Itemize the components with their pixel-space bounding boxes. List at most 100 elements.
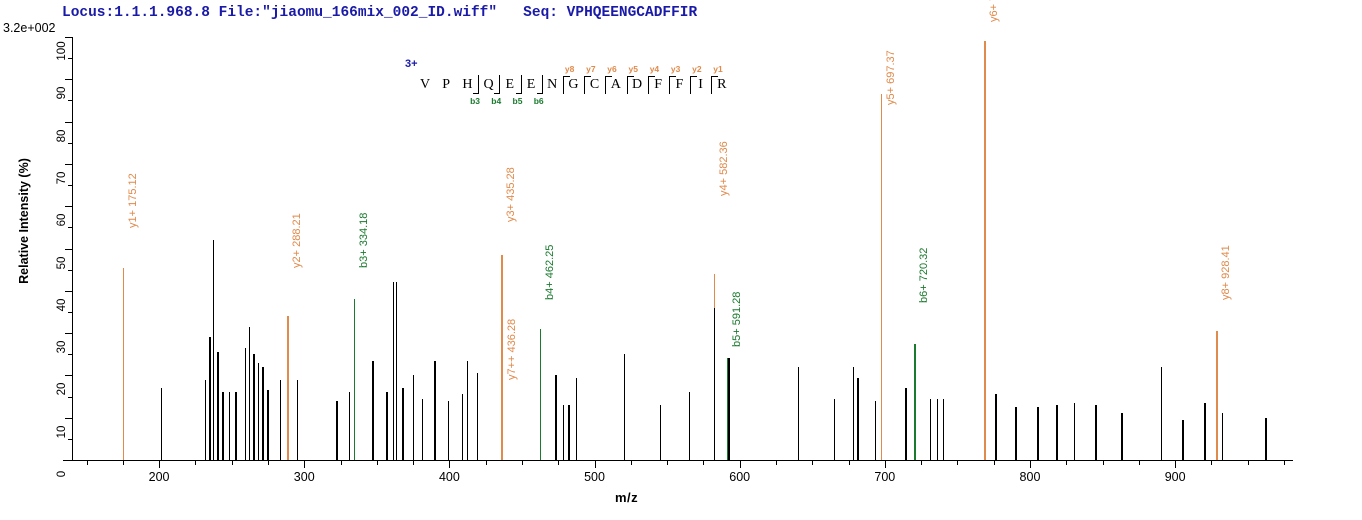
sequence-residue: P [442, 77, 451, 92]
spectrum-peak [905, 388, 907, 460]
x-axis-tick-label: 400 [438, 470, 460, 484]
spectrum-peak [575, 377, 578, 460]
spectrum-peak [160, 388, 162, 460]
y-axis-tick [65, 79, 72, 81]
x-axis-minor-tick [413, 461, 415, 465]
x-axis-tick [159, 461, 161, 468]
spectrum-peak [1095, 405, 1097, 460]
y-ion-tag: y8 [564, 64, 575, 74]
y-ion-bracket [690, 76, 692, 94]
x-axis-minor-tick [267, 461, 269, 465]
sequence-residue: D [631, 77, 643, 92]
spectrum-peak [476, 373, 479, 460]
x-axis-minor-tick [775, 461, 777, 465]
spectrum-peak [688, 392, 691, 460]
y-axis-tick [65, 333, 72, 335]
y-ion-bracket-arm [627, 76, 634, 77]
x-axis-minor-tick [122, 461, 124, 465]
y-ion-peak [502, 254, 504, 460]
y-ion-bracket [647, 76, 649, 94]
b-ion-bracket [499, 75, 501, 93]
y-ion-tag: y2 [692, 64, 702, 74]
b-ion-peak-label: b5+ 591.28 [731, 291, 744, 347]
y-axis-tick [65, 290, 72, 292]
spectrum-peak [212, 240, 215, 460]
spectrum-peak [1204, 402, 1206, 460]
sequence-residue: F [675, 77, 684, 92]
spectrum-peak [623, 354, 625, 460]
b-ion-peak-label: b6+ 720.32 [918, 247, 931, 303]
x-axis-minor-tick [340, 461, 342, 465]
spectrum-peak [1073, 402, 1075, 460]
sequence-residue: N [547, 77, 558, 92]
spectrum-peak [929, 398, 932, 460]
x-axis-tick-label: 300 [293, 470, 315, 484]
spectrum-peak [249, 326, 251, 460]
y-axis-tick [65, 206, 72, 208]
spectrum-peak [244, 347, 247, 460]
x-axis-tick-label: 200 [148, 470, 170, 484]
y-axis-minor-tick [68, 58, 72, 60]
spectrum-peak [1037, 407, 1039, 460]
b-ion-peak [539, 328, 542, 460]
spectrum-peak [413, 375, 415, 460]
spectrum-peak [1182, 419, 1184, 460]
y-axis-minor-tick [68, 100, 72, 102]
spectrum-peak [279, 379, 281, 460]
y-ion-bracket-arm [563, 76, 570, 77]
x-axis-minor-tick [558, 461, 560, 465]
spectrum-peak [421, 398, 424, 460]
spectrum-peak [267, 390, 269, 460]
spectrum-peak [1221, 413, 1223, 460]
x-axis-tick [739, 461, 741, 468]
y-ion-bracket [562, 76, 564, 94]
y-ion-tag: y6 [607, 64, 617, 74]
y-ion-bracket-arm [712, 76, 719, 77]
x-axis-tick-label: 600 [729, 470, 751, 484]
y-axis-tick [65, 121, 72, 123]
sequence-residue: H [462, 77, 473, 92]
y-ion-tag: y7 [586, 64, 596, 74]
x-axis-minor-tick [630, 461, 632, 465]
spectrum-peak [392, 282, 395, 460]
b-ion-tag: b5 [512, 96, 523, 106]
y-ion-bracket [584, 76, 586, 94]
y-ion-tag: y4 [649, 64, 660, 74]
b-ion-bracket-foot [536, 93, 543, 94]
y-ion-peak-label: y1+ 175.12 [126, 173, 139, 228]
x-axis-minor-tick [485, 461, 487, 465]
spectrum-peak [555, 375, 557, 460]
spectrum-peak [874, 400, 877, 460]
x-axis-minor-tick [1066, 461, 1068, 465]
spectrum-peak [434, 360, 436, 460]
b-ion-tag: b3 [470, 96, 481, 106]
x-axis-tick [1029, 461, 1031, 468]
spectrum-peak [461, 394, 464, 460]
x-axis-tick [594, 461, 596, 468]
y-axis-line [72, 37, 73, 461]
b-ion-bracket [520, 75, 522, 93]
x-axis-minor-tick [1102, 461, 1104, 465]
y-axis-tick [65, 375, 72, 377]
b-ion-peak [914, 343, 916, 460]
b-ion-bracket-foot [473, 93, 480, 94]
x-axis-minor-tick [703, 461, 705, 465]
b-ion-bracket-foot [515, 93, 522, 94]
spectrum-peak [262, 366, 264, 460]
x-axis-minor-tick [1138, 461, 1140, 465]
x-axis-title: m/z [615, 490, 639, 505]
y-axis-tick [65, 417, 72, 419]
intensity-scale-label: 3.2e+002 [3, 21, 56, 35]
sequence-residue: C [589, 77, 600, 92]
spectrum-peak [1015, 407, 1017, 460]
spectrum-peak [336, 400, 338, 460]
x-axis-tick-label: 500 [584, 470, 605, 484]
x-axis-minor-tick [812, 461, 814, 465]
y-ion-peak-label: y3+ 435.28 [504, 167, 517, 222]
b-ion-tag: b4 [491, 96, 502, 106]
y-ion-tag: y3 [670, 64, 681, 74]
spectrum-peak [386, 392, 388, 460]
x-axis-minor-tick [1284, 461, 1285, 465]
